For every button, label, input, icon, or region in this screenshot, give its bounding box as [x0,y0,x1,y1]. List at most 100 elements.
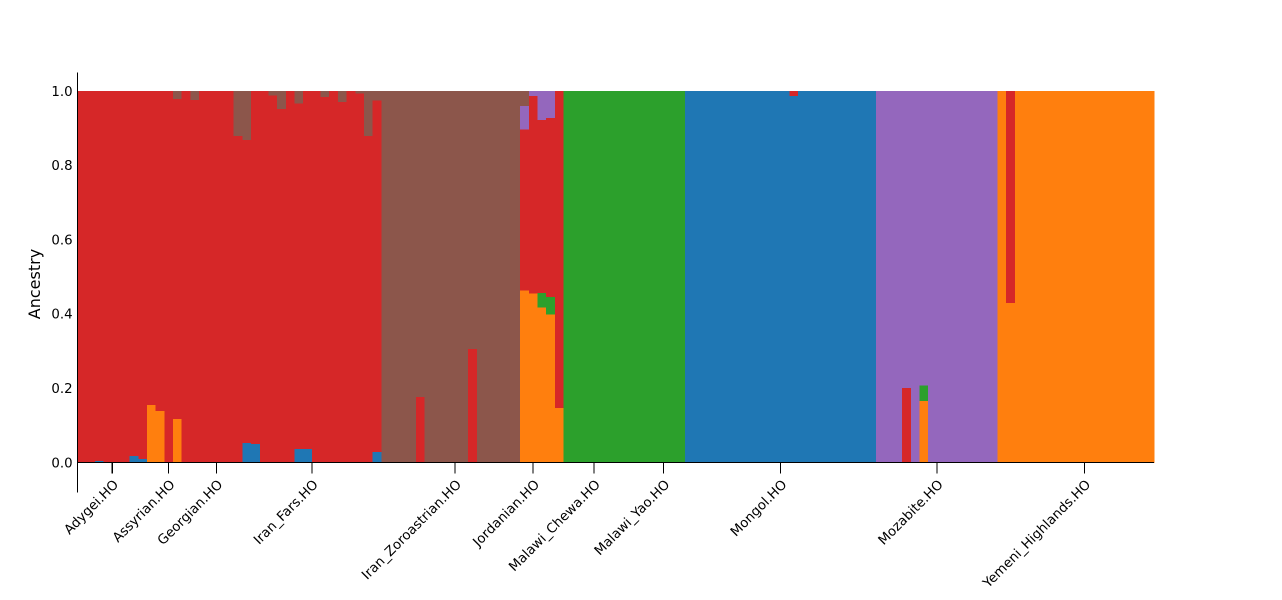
individual-bar [936,90,947,463]
individual-bar [1136,90,1146,463]
individual-bar [823,90,834,463]
ancestry-segment [346,90,356,463]
ancestry-segment [416,90,426,397]
ancestry-segment [120,90,131,463]
ancestry-segment [945,90,955,463]
ancestry-segment [233,90,244,136]
ancestry-segment [737,90,747,463]
individual-bar [789,90,799,463]
ancestry-segment [928,90,938,463]
individual-bar [711,90,721,463]
ancestry-segment [94,460,105,463]
individual-bar [433,90,443,463]
individual-bar [459,90,469,463]
individual-bar [164,90,174,463]
ancestry-segment [546,90,556,119]
individual-bar [546,90,556,463]
individual-bar [1014,90,1025,463]
ancestry-segment [789,95,799,463]
ancestry-segment [1145,90,1155,463]
individual-bar [112,90,122,463]
individual-bar [1067,90,1077,463]
ancestry-segment [459,90,469,463]
ancestry-segment [363,135,374,463]
ancestry-segment [172,418,183,463]
individual-bar [1023,90,1033,463]
ancestry-segment [858,90,868,463]
ancestry-segment [502,90,513,463]
ancestry-segment [398,90,408,463]
individual-bar [294,90,304,463]
individual-bar [1093,90,1103,463]
individual-bar [615,90,625,463]
ancestry-segment [520,128,530,291]
ancestry-segment [615,90,625,463]
individual-bar [502,90,513,463]
individual-bar [902,90,912,463]
individual-bar [407,90,417,463]
individual-bar [850,90,860,463]
ancestry-segment [216,90,226,463]
ancestry-segment [181,90,191,463]
individual-bar [381,90,391,463]
individual-bar [1040,90,1051,463]
ancestry-segment [1023,90,1033,463]
ancestry-segment [1058,90,1068,463]
individual-bar [945,90,955,463]
ancestry-segment [329,90,339,463]
ancestry-segment [797,90,808,463]
ancestry-segment [867,90,877,463]
individual-bar [416,90,426,463]
individual-bar [954,90,964,463]
individual-bar [138,90,148,463]
ancestry-segment [919,90,929,386]
ancestry-segment [416,396,426,463]
ancestry-segment [112,90,122,463]
individual-bar [598,90,608,463]
individual-bar [320,90,330,463]
individual-bar [589,90,599,463]
ancestry-segment [389,90,400,463]
ancestry-segment [806,90,816,463]
ancestry-segment [1040,90,1051,463]
individual-bar [928,90,938,463]
ancestry-segment [528,95,539,294]
ancestry-segment [520,290,530,463]
ancestry-segment [520,90,530,107]
ancestry-segment [554,407,565,463]
individual-bar [806,90,816,463]
ancestry-segment [1136,90,1146,463]
ancestry-segment [988,90,999,463]
ancestry-segment [1093,90,1103,463]
individual-bar [919,90,929,463]
ancestry-segment [884,90,894,463]
ancestry-segment [910,90,921,463]
ancestry-segment [251,443,261,463]
individual-bar [580,90,591,463]
ancestry-segment [372,99,382,452]
ancestry-segment [572,90,582,463]
ancestry-segment [624,90,634,463]
individual-bar [980,90,990,463]
ancestry-segment [962,90,973,463]
individual-bar [797,90,808,463]
ancestry-segment [832,90,842,463]
individual-bar [398,90,408,463]
individual-bar [719,90,730,463]
individual-bar [511,90,521,463]
individual-bar [763,90,773,463]
ancestry-segment [1110,90,1120,463]
y-tick-label: 0.2 [51,382,72,397]
ancestry-segment [659,90,669,463]
ancestry-segment [233,135,244,463]
ancestry-segment [980,90,990,463]
ancestry-segment [199,90,209,463]
individual-bar [997,90,1007,463]
ancestry-segment [172,98,183,419]
ancestry-segment [633,90,643,463]
ancestry-segment [155,90,165,411]
ancestry-segment [936,90,947,463]
individual-bar [893,90,903,463]
ancestry-segment [1101,90,1111,463]
ancestry-segment [1006,90,1016,304]
